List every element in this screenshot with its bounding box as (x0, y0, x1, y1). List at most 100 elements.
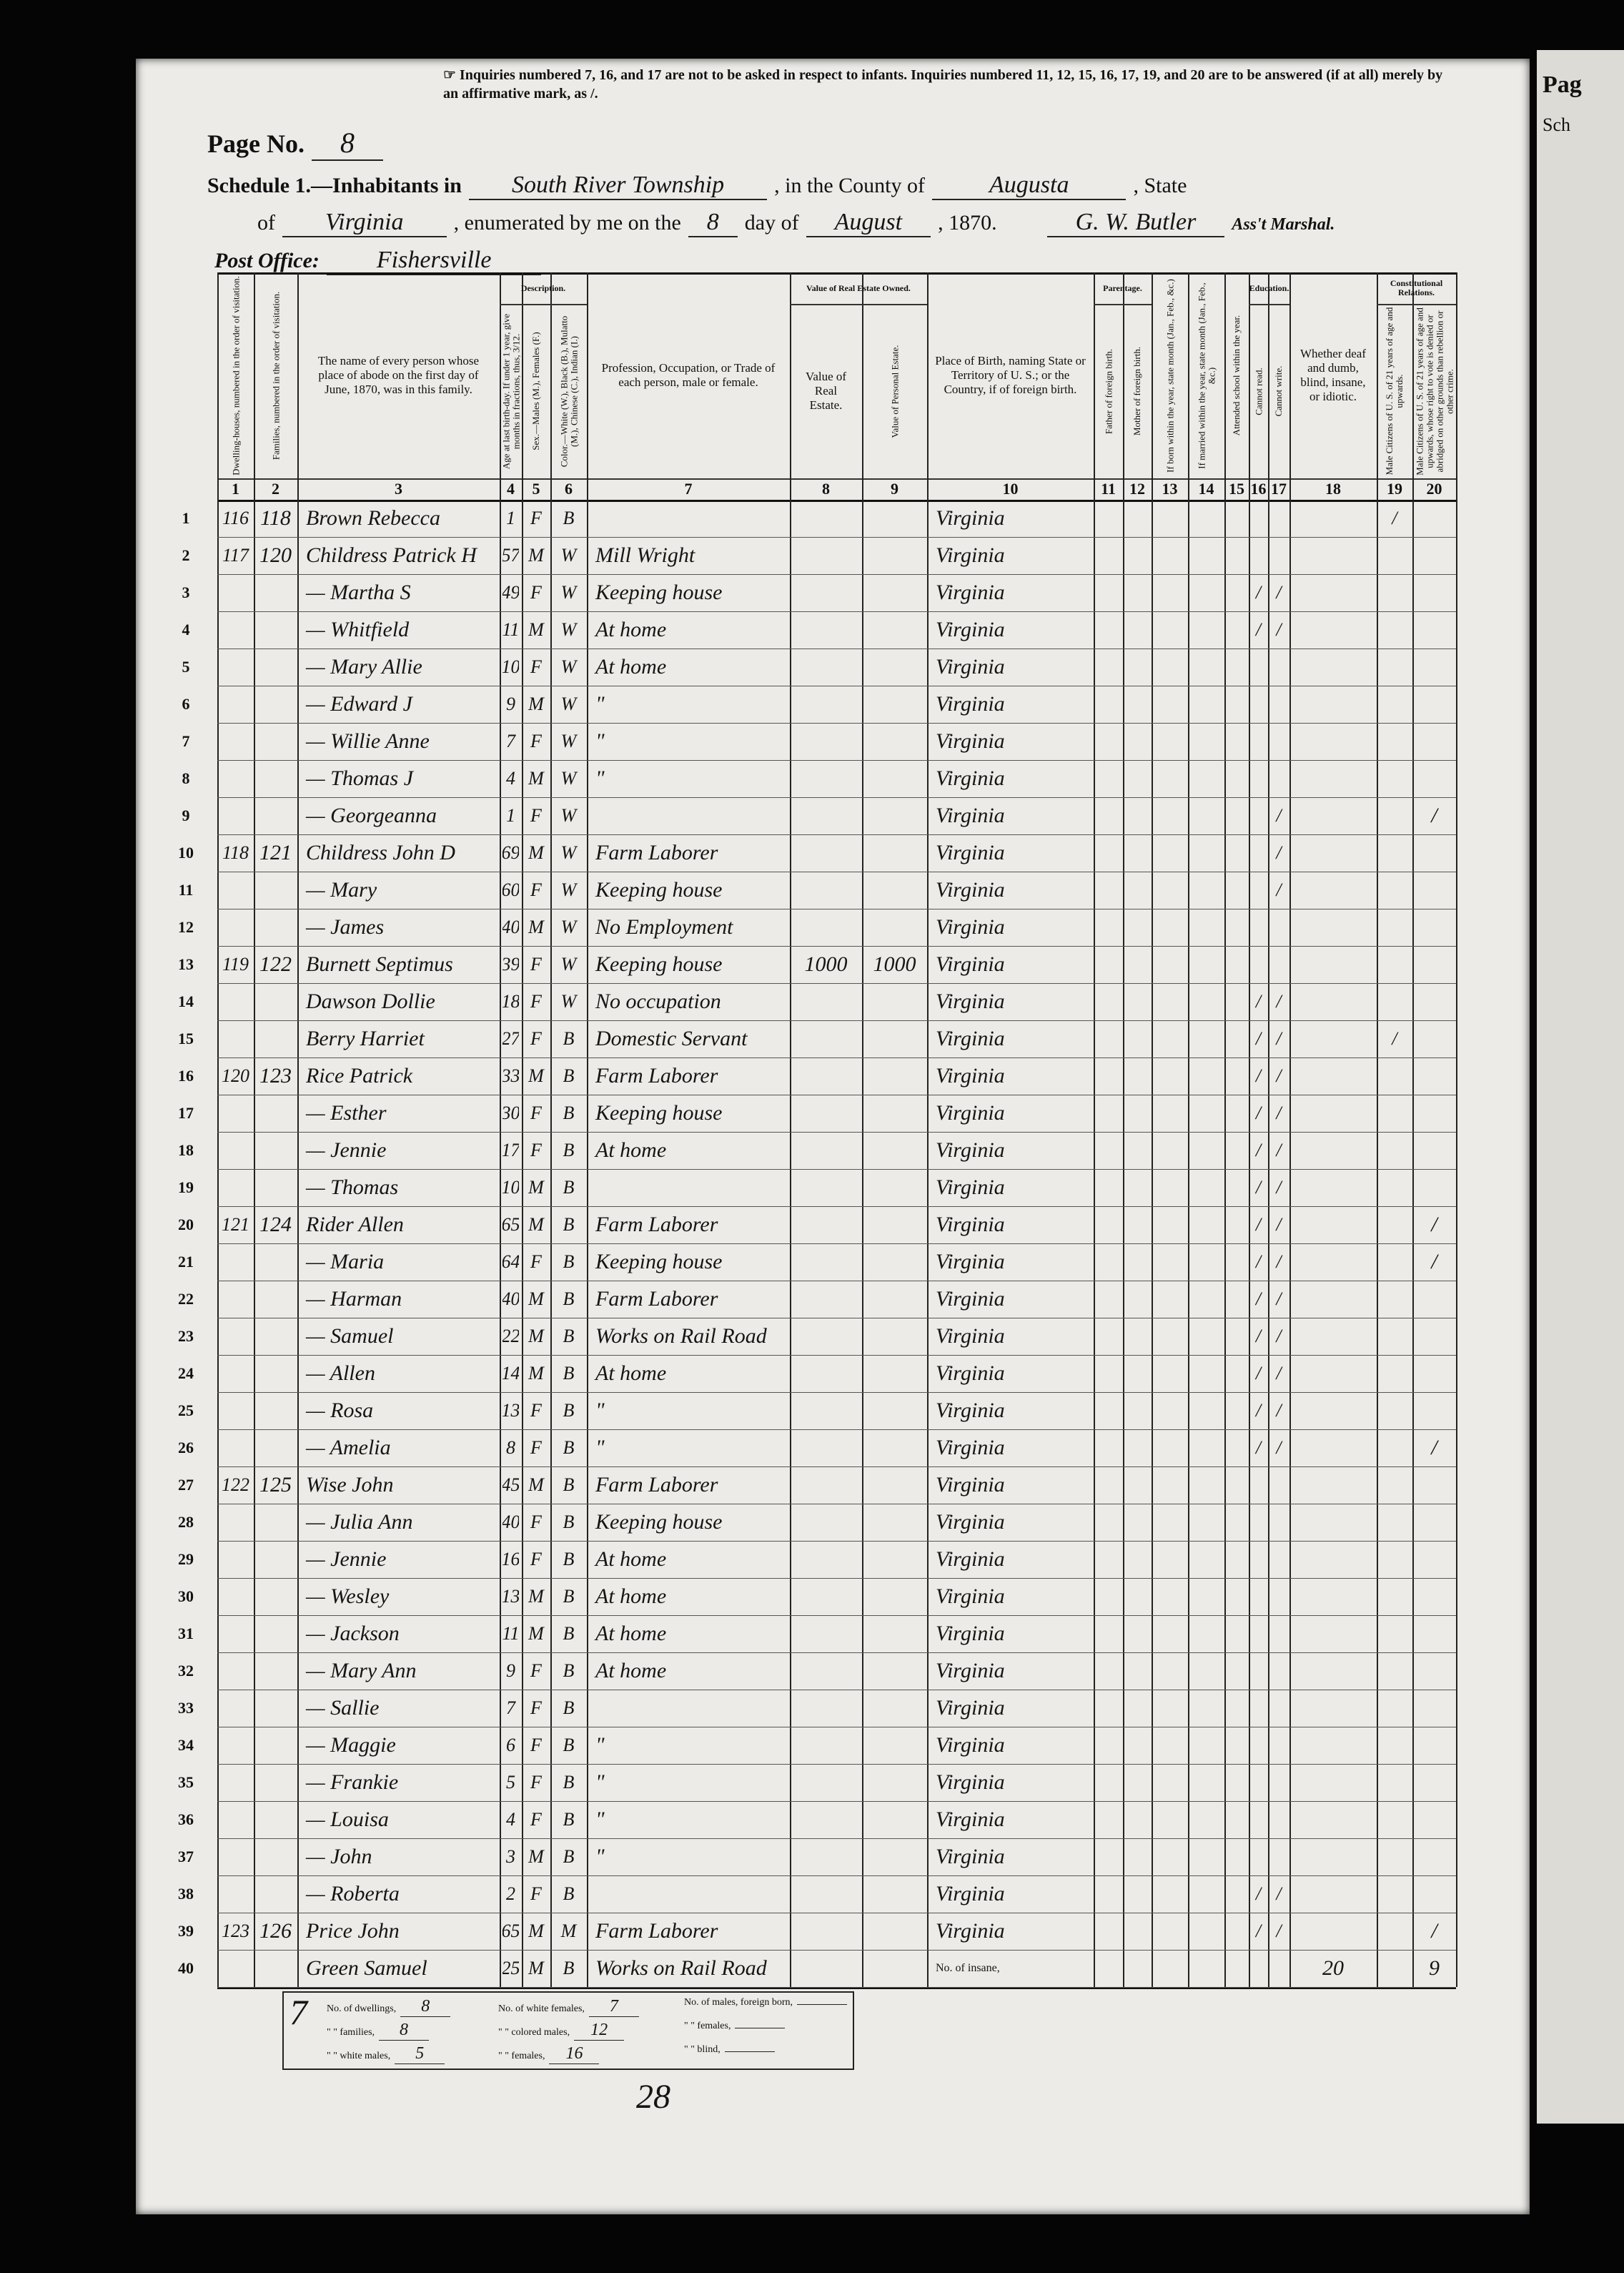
cell-age: 18 (502, 983, 519, 1020)
cell-occupation: Keeping house (595, 581, 723, 604)
line-number: 2 (182, 546, 190, 564)
cell-age: 1 (506, 508, 515, 528)
summary-label: " " white males, (327, 2051, 391, 2061)
row-rule (217, 1243, 1456, 1244)
column-label: Whether deaf and dumb, blind, insane, or… (1299, 347, 1367, 403)
line-number: 17 (178, 1104, 194, 1122)
cell-occupation: No occupation (595, 990, 721, 1013)
column-number: 5 (532, 480, 540, 498)
cell-age: 22 (502, 1318, 519, 1355)
line-number: 27 (178, 1476, 194, 1494)
cell-family: 124 (259, 1213, 292, 1236)
cell-cannot-write: / (1276, 842, 1282, 863)
cell-occupation: At home (595, 1547, 667, 1571)
cell-name: — Thomas (306, 1175, 399, 1199)
cell-name: — Frankie (306, 1770, 399, 1794)
cell-age: 49 (502, 574, 519, 611)
cell-sex: M (528, 1326, 544, 1346)
cell-color: W (560, 991, 577, 1012)
cell-color: B (563, 1028, 575, 1049)
column-label: Male Citizens of U. S. of 21 years of ag… (1384, 307, 1405, 475)
line-number: 16 (178, 1067, 194, 1085)
column-header: Age at last birth-day. If under 1 year, … (500, 304, 522, 478)
cell-name: — Amelia (306, 1436, 391, 1459)
cell-color: B (563, 1363, 575, 1384)
cell-occupation: Farm Laborer (595, 1473, 718, 1497)
cell-occupation: " (595, 1733, 605, 1757)
page-stamp: 28 (636, 2078, 670, 2116)
cell-occupation: Keeping house (595, 1510, 723, 1534)
cell-dwelling: 121 (222, 1214, 249, 1235)
cell-age: 9 (506, 694, 515, 714)
notice: ☞ Inquiries numbered 7, 16, and 17 are n… (443, 67, 1443, 102)
column-rule (1289, 272, 1291, 1987)
cell-sex: M (528, 619, 544, 640)
cell-color: B (563, 1809, 575, 1830)
cell-cannot-read: / (1255, 1028, 1262, 1049)
cell-sex: F (530, 1809, 542, 1830)
column-label: If born within the year, state month (Ja… (1164, 278, 1175, 473)
row-rule (217, 537, 1456, 538)
cell-birthplace: Virginia (936, 1622, 1005, 1645)
column-label: Cannot write. (1273, 365, 1284, 417)
cell-color: B (563, 1958, 575, 1978)
line-number: 13 (178, 955, 194, 973)
cell-age: 14 (502, 1355, 519, 1392)
cell-age: 4 (506, 768, 515, 789)
summary-item: " " blind, (684, 2044, 775, 2056)
cell-birthplace: Virginia (936, 1287, 1005, 1311)
cell-sex: F (530, 1028, 542, 1049)
column-rule (790, 272, 791, 1987)
cell-cannot-read: / (1255, 1251, 1262, 1272)
cell-name: — Louisa (306, 1808, 389, 1831)
cell-birthplace: Virginia (936, 1584, 1005, 1608)
cell-sex: F (530, 1772, 542, 1793)
row-rule (217, 1392, 1456, 1393)
cell-family: 123 (259, 1064, 292, 1088)
cell-color: W (560, 954, 577, 975)
cell-sex: F (530, 879, 542, 900)
line-number: 18 (178, 1141, 194, 1159)
cell-birthplace: Virginia (936, 1027, 1005, 1050)
line-number: 14 (178, 992, 194, 1010)
cell-occupation: Mill Wright (595, 543, 695, 567)
post-office-line: Post Office: Fishersville (214, 247, 542, 275)
cell-occupation: At home (595, 618, 667, 641)
cell-color: B (563, 1214, 575, 1235)
cell-cannot-read: / (1255, 991, 1262, 1012)
cell-name: — Harman (306, 1287, 402, 1311)
line-number: 19 (178, 1178, 194, 1196)
cell-color: B (563, 1512, 575, 1532)
cell-age: 45 (502, 1466, 519, 1504)
cell-name: — Jennie (306, 1547, 387, 1571)
line-number: 39 (178, 1922, 194, 1940)
cell-occupation: Keeping house (595, 952, 723, 976)
cell-birthplace: Virginia (936, 1175, 1005, 1199)
column-number: 20 (1426, 480, 1442, 498)
cell-birthplace: Virginia (936, 1361, 1005, 1385)
cell-disfranchised: / (1431, 1213, 1437, 1236)
line-number: 21 (178, 1253, 194, 1271)
cell-sex: M (528, 1623, 544, 1644)
cell-name: — Whitfield (306, 618, 410, 641)
cell-color: B (563, 1735, 575, 1755)
cell-sex: M (528, 1214, 544, 1235)
row-rule (217, 1169, 1456, 1170)
row-rule (217, 1764, 1456, 1765)
cell-birthplace: Virginia (936, 543, 1005, 567)
cell-citizen: / (1392, 1028, 1397, 1049)
column-rule (1152, 272, 1153, 1987)
row-rule (217, 1132, 1456, 1133)
line-number: 5 (182, 658, 190, 676)
group-rule (500, 304, 587, 305)
cell-name: Rice Patrick (306, 1064, 413, 1088)
column-group-header: Constitutional Relations. (1390, 278, 1443, 297)
line-number: 33 (178, 1699, 194, 1717)
cell-sex: M (528, 1065, 544, 1086)
column-rule (1456, 272, 1457, 1987)
cell-name: — Mary (306, 878, 377, 902)
cell-color: M (560, 1921, 577, 1941)
line-number: 29 (178, 1550, 194, 1568)
cell-birthplace: Virginia (936, 1064, 1005, 1088)
cell-name: — Maggie (306, 1733, 396, 1757)
